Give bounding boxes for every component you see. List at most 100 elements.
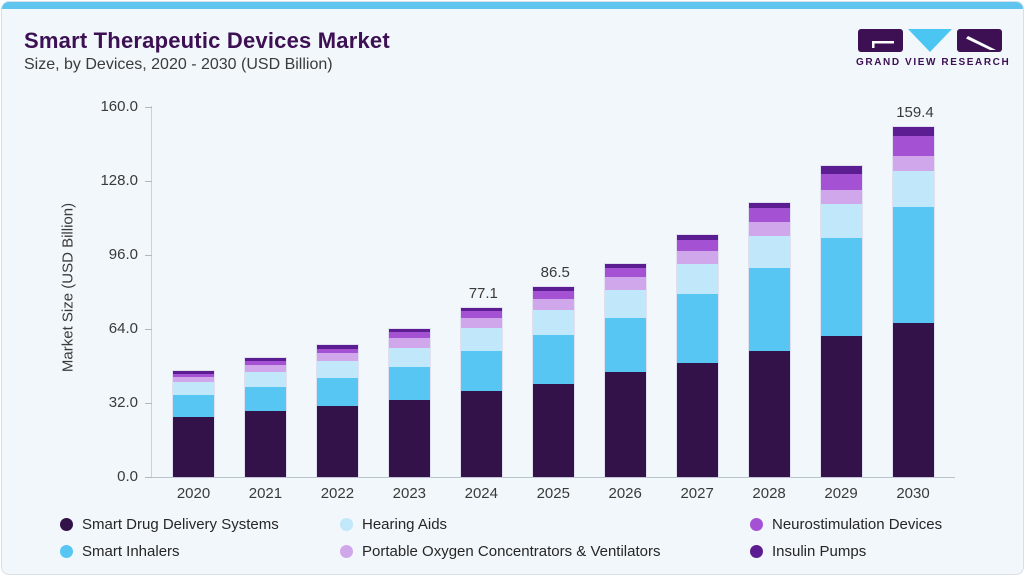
bar-segment-insulin-pumps [820,166,862,175]
bar-segment-insulin-pumps [173,370,214,374]
bar-segment-smart-drug-delivery-systems [676,362,718,477]
x-tick-label: 2020 [176,485,211,502]
legend-dot [340,517,353,531]
bar-segment-insulin-pumps [676,234,718,240]
y-tick-label: 0.0 [117,468,138,485]
bar-segment-smart-inhalers [388,366,430,400]
y-tick-mark [145,329,152,330]
bar-segment-neurostimulation-devices [676,239,718,251]
bar-segment-hearing-aids [748,235,790,269]
legend-item: Insulin Pumps [750,542,866,560]
bar-segment-smart-inhalers [892,207,934,324]
x-axis-line [151,477,955,478]
bar-segment-portable-oxygen-concentrators-ventilators [316,353,358,361]
top-accent-bar [2,2,1023,9]
x-tick-label: 2025 [536,485,570,502]
y-tick-mark [145,255,152,256]
bar-segment-hearing-aids [388,347,430,367]
bar-segment-portable-oxygen-concentrators-ventilators [244,365,286,372]
bar-segment-portable-oxygen-concentrators-ventilators [532,299,574,311]
legend-label: Smart Inhalers [82,542,180,560]
y-tick-mark [145,107,152,108]
legend-item: Portable Oxygen Concentrators & Ventilat… [340,542,661,560]
legend-item: Neurostimulation Devices [750,515,942,533]
bar-segment-smart-drug-delivery-systems [388,399,430,477]
bar-segment-insulin-pumps [892,126,934,136]
page-title: Smart Therapeutic Devices Market [24,28,390,53]
bar-2029 [819,165,863,478]
legend-label: Portable Oxygen Concentrators & Ventilat… [362,542,661,560]
bar-segment-portable-oxygen-concentrators-ventilators [460,317,502,329]
legend-item: Hearing Aids [340,515,447,533]
bar-segment-hearing-aids [676,263,718,295]
bar-segment-smart-inhalers [173,394,214,417]
legend-label: Smart Drug Delivery Systems [82,515,279,533]
x-tick-label: 2023 [392,485,427,502]
bar-segment-hearing-aids [244,371,286,387]
bar-2028 [747,201,791,478]
bar-segment-portable-oxygen-concentrators-ventilators [748,221,790,236]
bar-segment-smart-inhalers [460,351,502,392]
x-tick-label: 2021 [248,485,283,502]
bar-segment-smart-drug-delivery-systems [604,371,646,477]
gvr-logo-text: GRAND VIEW RESEARCH [856,57,1011,68]
bar-segment-neurostimulation-devices [388,332,430,339]
bar-segment-hearing-aids [604,289,646,318]
bar-segment-neurostimulation-devices [173,373,214,377]
bar-2027 [675,233,719,478]
bar-segment-smart-inhalers [748,268,790,351]
bar-segment-portable-oxygen-concentrators-ventilators [892,155,934,171]
x-tick-label: 2028 [752,485,786,502]
bar-segment-portable-oxygen-concentrators-ventilators [388,338,430,348]
bar-segment-neurostimulation-devices [460,310,502,318]
bar-segment-insulin-pumps [604,263,646,268]
y-tick-label: 96.0 [108,246,138,263]
bar-segment-hearing-aids [820,204,862,239]
bar-total-label: 86.5 [540,264,570,282]
legend-label: Hearing Aids [362,515,448,533]
legend-item: Smart Drug Delivery Systems [60,515,279,533]
bar-segment-smart-inhalers [316,377,358,406]
bar-total-label: 159.4 [896,103,934,121]
bar-2020 [172,369,215,478]
bar-segment-hearing-aids [173,382,214,395]
legend-dot [340,544,353,558]
x-tick-label: 2030 [896,485,930,502]
y-tick-label: 128.0 [100,172,138,189]
x-tick-label: 2029 [824,485,858,502]
bar-2030 [891,125,935,478]
bar-segment-hearing-aids [316,360,358,378]
x-tick-label: 2022 [320,485,355,502]
y-tick-mark [145,403,152,404]
bar-segment-hearing-aids [892,170,934,208]
bar-2025 [531,286,575,478]
bar-segment-hearing-aids [460,328,502,352]
bar-segment-portable-oxygen-concentrators-ventilators [173,376,214,383]
legend-label: Neurostimulation Devices [772,515,943,533]
bar-segment-insulin-pumps [460,307,502,311]
bar-segment-insulin-pumps [316,345,358,349]
bar-segment-portable-oxygen-concentrators-ventilators [820,189,862,205]
bar-segment-smart-inhalers [820,238,862,336]
bar-segment-smart-drug-delivery-systems [820,335,862,477]
gvr-logo: GRAND VIEW RESEARCH [856,28,1011,68]
bar-segment-neurostimulation-devices [604,267,646,278]
y-tick-mark [145,181,152,182]
legend-dot [750,517,763,531]
y-axis-line [151,106,152,478]
bar-segment-smart-inhalers [676,294,718,363]
y-tick-label: 64.0 [108,320,138,337]
legend-label: Insulin Pumps [772,542,867,560]
legend-dot [60,517,73,531]
bar-segment-smart-drug-delivery-systems [532,384,574,477]
bar-segment-insulin-pumps [388,329,430,333]
bar-segment-insulin-pumps [244,358,286,362]
bar-2023 [387,328,431,478]
bar-segment-neurostimulation-devices [532,290,574,300]
bar-segment-neurostimulation-devices [892,135,934,156]
bar-segment-neurostimulation-devices [244,361,286,366]
bar-segment-smart-inhalers [532,335,574,385]
bar-2024 [459,306,503,478]
y-axis-title: Market Size (USD Billion) [59,202,77,373]
